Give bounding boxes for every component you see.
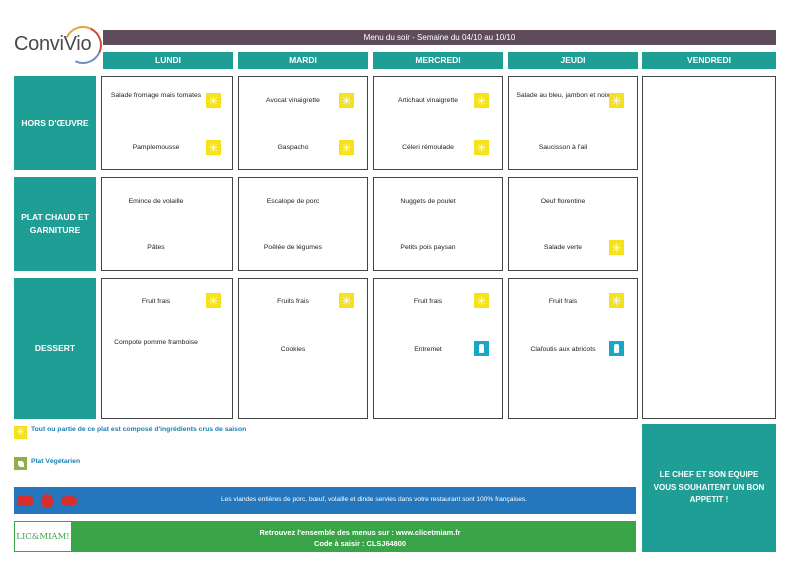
cell-vendredi-empty [642,76,776,419]
sun-icon: ✳ [609,293,624,308]
dish-mercredi-hors-2: Céleri rémoulade [402,144,454,151]
dish-lundi-dessert-1: Fruit frais [141,298,171,305]
day-header-mercredi: MERCREDI [373,52,503,69]
cell-jeudi-hors-doeuvre: Salade au bleu, jambon et noix ✳ Sauciss… [508,76,638,170]
dish-jeudi-dessert-2: Clafoutis aux abricots [530,346,596,353]
chicken-icon [36,487,58,514]
clic-et-miam-banner: LIC&MIAM! Retrouvez l'ensemble des menus… [14,521,636,552]
dish-mardi-dessert-2: Cookies [280,346,306,353]
leaf-icon [14,457,27,470]
meat-icons [14,487,80,514]
dish-jeudi-dessert-1: Fruit frais [548,298,578,305]
sun-icon: ✳ [609,93,624,108]
clic-et-miam-text: Retrouvez l'ensemble des menus sur : www… [84,527,636,549]
meat-origin-text: Les viandes entières de porc, bœuf, vola… [220,496,528,503]
cow-icon [14,487,36,514]
pig-icon [58,487,80,514]
dish-mercredi-hors-1: Artichaut vinaigrette [397,97,459,104]
bottle-icon [474,341,489,356]
day-header-lundi: LUNDI [103,52,233,69]
dish-mercredi-plat-1: Nuggets de poulet [400,198,456,205]
sun-icon: ✳ [206,293,221,308]
cell-jeudi-dessert: Fruit frais ✳ Clafoutis aux abricots [508,278,638,419]
cell-lundi-dessert: Fruit frais ✳ Compote pomme framboise [101,278,233,419]
dish-lundi-plat-2: Pâtes [147,244,165,251]
dish-mercredi-plat-2: Petits pois paysan [400,244,456,251]
dish-jeudi-hors-2: Saucisson à l'ail [538,144,588,151]
sun-icon: ✳ [339,140,354,155]
meat-origin-banner: Les viandes entières de porc, bœuf, vola… [14,487,636,514]
day-header-mardi: MARDI [238,52,368,69]
dish-mardi-plat-2: Poêlée de légumes [263,244,323,251]
access-code-line: Code à saisir : CLSJ64800 [313,539,407,549]
day-header-vendredi: VENDREDI [642,52,776,69]
cell-mercredi-hors-doeuvre: Artichaut vinaigrette ✳ Céleri rémoulade… [373,76,503,170]
dish-jeudi-plat-1: Oeuf florentine [540,198,586,205]
dish-mercredi-dessert-1: Fruit frais [413,298,443,305]
sun-icon: ✳ [474,140,489,155]
clic-et-miam-logo: LIC&MIAM! [14,521,72,552]
dish-mardi-dessert-1: Fruits frais [277,298,309,305]
dish-lundi-hors-1: Salade fromage mais tomates [110,92,202,99]
cell-jeudi-plat: Oeuf florentine Salade verte ✳ [508,177,638,271]
cell-mardi-hors-doeuvre: Avocat vinaigrette ✳ Gaspacho ✳ [238,76,368,170]
row-label-plat-chaud: PLAT CHAUD ET GARNITURE [14,177,96,271]
bottle-icon [609,341,624,356]
cell-lundi-plat: Emince de volaille Pâtes [101,177,233,271]
legend-vegetarian: Plat Végétarien [31,458,81,465]
sun-icon: ✳ [474,293,489,308]
sun-icon: ✳ [206,140,221,155]
cell-mardi-plat: Escalope de porc Poêlée de légumes [238,177,368,271]
cell-mercredi-dessert: Fruit frais ✳ Entremet [373,278,503,419]
sun-icon: ✳ [474,93,489,108]
dish-jeudi-hors-1: Salade au bleu, jambon et noix [516,92,610,99]
sun-icon: ✳ [609,240,624,255]
row-label-dessert: DESSERT [14,278,96,419]
dish-mardi-hors-1: Avocat vinaigrette [266,97,320,104]
sun-icon: ✳ [206,93,221,108]
chef-message: LE CHEF ET SON EQUIPE VOUS SOUHAITENT UN… [642,424,776,552]
menu-title: Menu du soir - Semaine du 04/10 au 10/10 [103,30,776,45]
sun-icon: ✳ [14,426,27,439]
legend-seasonal: Tout ou partie de ce plat est composé d'… [31,426,247,433]
dish-jeudi-plat-2: Salade verte [543,244,583,251]
dish-lundi-plat-1: Emince de volaille [128,198,184,205]
dish-lundi-hors-2: Pamplemousse [132,144,180,151]
convivio-logo: ConviVio [12,20,108,70]
dish-mardi-plat-1: Escalope de porc [266,198,320,205]
logo-arc-icon [58,20,108,70]
row-label-hors-doeuvre: HORS D'ŒUVRE [14,76,96,170]
dish-lundi-dessert-2: Compote pomme framboise [114,339,198,346]
dish-mercredi-dessert-2: Entremet [414,346,442,353]
sun-icon: ✳ [339,93,354,108]
cell-mercredi-plat: Nuggets de poulet Petits pois paysan [373,177,503,271]
sun-icon: ✳ [339,293,354,308]
day-header-jeudi: JEUDI [508,52,638,69]
cell-mardi-dessert: Fruits frais ✳ Cookies [238,278,368,419]
dish-mardi-hors-2: Gaspacho [277,144,309,151]
menus-website-line: Retrouvez l'ensemble des menus sur : www… [259,528,461,537]
logo-text: ConviVio [14,33,92,55]
cell-lundi-hors-doeuvre: Salade fromage mais tomates ✳ Pamplemous… [101,76,233,170]
